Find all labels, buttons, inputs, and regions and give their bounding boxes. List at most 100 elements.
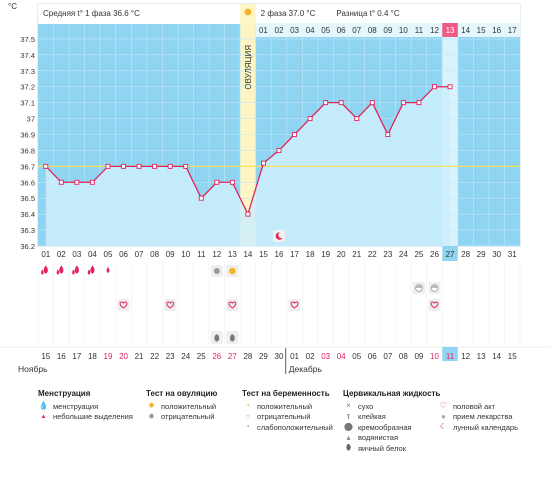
y-tick-label: 36.8: [20, 146, 35, 155]
intercourse-bg: [288, 299, 301, 311]
date-label: 07: [135, 250, 144, 259]
legend-label: слабоположительный: [257, 422, 333, 432]
date-label: 29: [477, 250, 486, 259]
date-label: 19: [321, 250, 330, 259]
legend-other: ♡ половой акт ● прием лекарства ☾ лунный…: [438, 401, 518, 433]
temperature-point: [338, 100, 344, 106]
egg-white-icon: ⬮: [345, 443, 352, 453]
legend-cervical: Цервикальная жидкость × сухо т клейкая ⬤…: [343, 389, 440, 454]
legend-item: ☾ лунный календарь: [438, 422, 518, 433]
date-label: 22: [368, 250, 377, 259]
legend-item: т клейкая: [343, 412, 440, 423]
legend-title: Тест на беременность: [242, 389, 330, 398]
cycle-day-label: 07: [352, 26, 361, 35]
calendar-day: 26: [212, 352, 221, 361]
temperature-point: [229, 179, 235, 185]
calendar-day: 12: [461, 352, 470, 361]
calendar-day: 09: [414, 352, 423, 361]
cycle-day-label: 12: [430, 26, 439, 35]
date-label: 04: [88, 250, 97, 259]
date-label: 12: [212, 250, 221, 259]
legend-item: ◔ положительный: [242, 401, 333, 412]
temperature-point: [400, 100, 406, 106]
calendar-day: 08: [399, 352, 408, 361]
diff-stat: Разница t° 0.4 °C: [336, 9, 399, 18]
temperature-point: [447, 84, 453, 90]
calendar-day: 04: [337, 352, 346, 361]
drop-icon: [72, 269, 75, 275]
drop-icon: [90, 265, 95, 274]
calendar-day: 07: [383, 352, 392, 361]
heart-icon: ♡: [439, 401, 448, 411]
watery-icon: ▴: [346, 432, 351, 442]
calendar-day: 03: [321, 352, 330, 361]
legend-label: клейкая: [358, 412, 386, 422]
y-tick-label: 36.9: [20, 131, 35, 140]
drop-icon: [41, 269, 44, 275]
pregnancy-test-half: [415, 284, 423, 288]
date-label: 25: [414, 250, 423, 259]
calendar-highlight: [442, 347, 458, 361]
cycle-day-label: 04: [306, 26, 315, 35]
y-tick-label: 36.7: [20, 162, 35, 171]
cycle-day-label: 15: [477, 26, 486, 35]
cycle-day-label: 14: [461, 26, 470, 35]
y-tick-label: 36.4: [20, 210, 35, 219]
pregnancy-test-half: [431, 284, 438, 288]
calendar-day: 10: [430, 352, 439, 361]
temperature-point: [261, 160, 266, 166]
temperature-point: [183, 163, 189, 169]
date-label: 14: [243, 250, 252, 259]
date-label: 08: [150, 250, 159, 259]
legend-item: ○ отрицательный: [242, 412, 333, 423]
pregnancy-positive-icon: ◔: [245, 401, 250, 411]
legend-item: × сухо: [343, 401, 440, 412]
legend-label: половой акт: [453, 401, 496, 411]
intercourse-bg: [164, 299, 177, 311]
y-tick-label: 37.4: [20, 51, 35, 60]
date-label: 16: [275, 250, 284, 259]
y-tick-label: 37.5: [20, 35, 35, 44]
legend-item: ⬮ яичный белок: [343, 443, 440, 454]
date-label: 06: [119, 250, 128, 259]
date-label: 05: [104, 250, 113, 259]
calendar-day: 16: [57, 352, 66, 361]
y-tick-label: 37.3: [20, 67, 35, 76]
temperature-point: [416, 100, 422, 106]
heart-icon: [228, 301, 237, 309]
intercourse-bg: [117, 299, 130, 311]
temperature-point: [307, 116, 313, 122]
phase2-stat: 2 фаза 37.0 °C: [261, 9, 316, 18]
heart-icon: [166, 301, 175, 309]
legend-label: кремообразная: [358, 422, 412, 432]
month-label: Ноябрь: [18, 364, 48, 374]
cycle-day-label: 01: [259, 26, 268, 35]
temperature-point: [198, 195, 204, 201]
dry-icon: ×: [346, 401, 351, 411]
pregnancy-negative-icon: ○: [245, 411, 250, 421]
legend-item: ⬤ кремообразная: [343, 422, 440, 433]
date-label: 30: [492, 250, 501, 259]
calendar-day: 15: [508, 352, 517, 361]
drop-icon: [59, 265, 64, 274]
y-axis-unit: °C: [8, 2, 17, 11]
sun-positive-icon: ✹: [148, 401, 155, 411]
date-label: 20: [337, 250, 346, 259]
temperature-point: [167, 163, 173, 169]
legend-menstruation: Менструация 💧 менструация ▲ небольшие вы…: [38, 389, 133, 422]
legend-title: Менструация: [38, 389, 91, 398]
sun-negative-icon: ✹: [148, 411, 155, 421]
drop-icon: [74, 265, 79, 274]
calendar-day: 15: [41, 352, 50, 361]
calendar-day: 17: [72, 352, 81, 361]
cycle-day-label: 10: [399, 26, 408, 35]
cycle-day-label: 09: [383, 26, 392, 35]
date-label: 03: [72, 250, 81, 259]
date-label: 26: [430, 250, 439, 259]
temperature-point: [89, 179, 95, 185]
small-drop-icon: [106, 267, 110, 273]
date-label: 11: [197, 250, 206, 259]
calendar-day: 21: [135, 352, 144, 361]
calendar-day: 14: [492, 352, 501, 361]
cycle-day-label: 17: [508, 26, 517, 35]
